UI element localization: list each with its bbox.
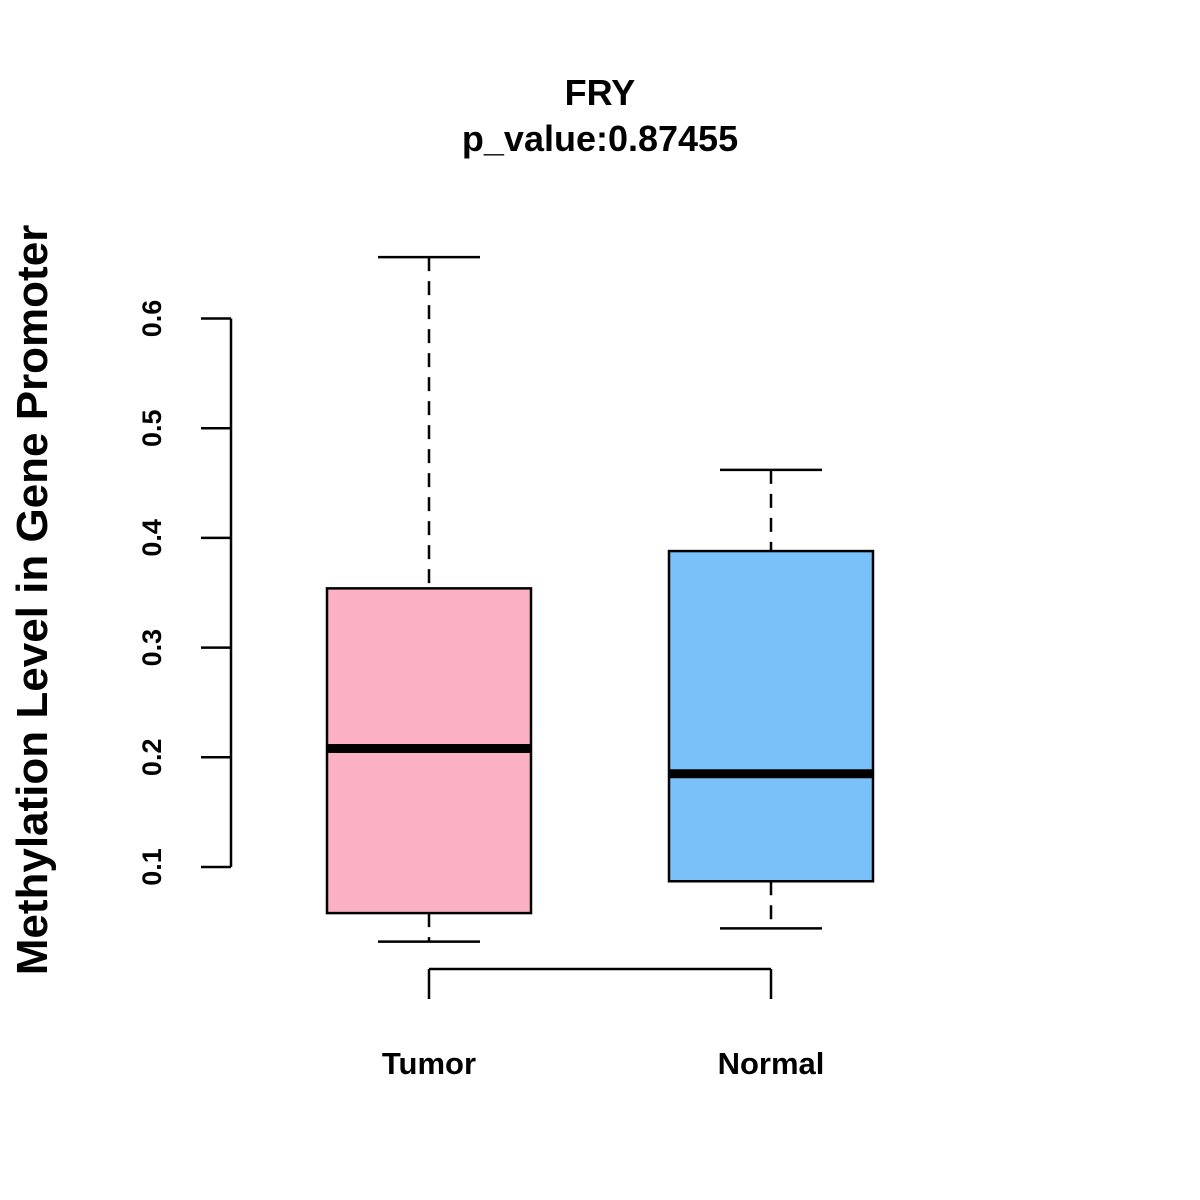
- x-axis: Tumor Normal: [382, 967, 825, 1081]
- y-tick-label: 0.1: [137, 848, 167, 886]
- box-rect: [667, 549, 875, 883]
- y-tick-label: 0.3: [137, 629, 167, 667]
- x-tick-label: Tumor: [382, 1046, 476, 1081]
- box-tumor: [325, 255, 533, 943]
- y-tick-label: 0.6: [137, 300, 167, 338]
- y-tick-label: 0.5: [137, 409, 167, 447]
- y-axis-label: Methylation Level in Gene Promoter: [8, 225, 57, 976]
- y-tick-label: 0.4: [137, 519, 167, 557]
- box-normal: [667, 468, 875, 930]
- y-axis: 0.1 0.2 0.3 0.4 0.5 0.6: [137, 300, 233, 886]
- chart-title: FRY: [565, 72, 636, 113]
- chart-subtitle: p_value:0.87455: [462, 118, 738, 159]
- y-tick-label: 0.2: [137, 739, 167, 777]
- x-tick-label: Normal: [718, 1046, 825, 1081]
- boxes: [325, 255, 875, 943]
